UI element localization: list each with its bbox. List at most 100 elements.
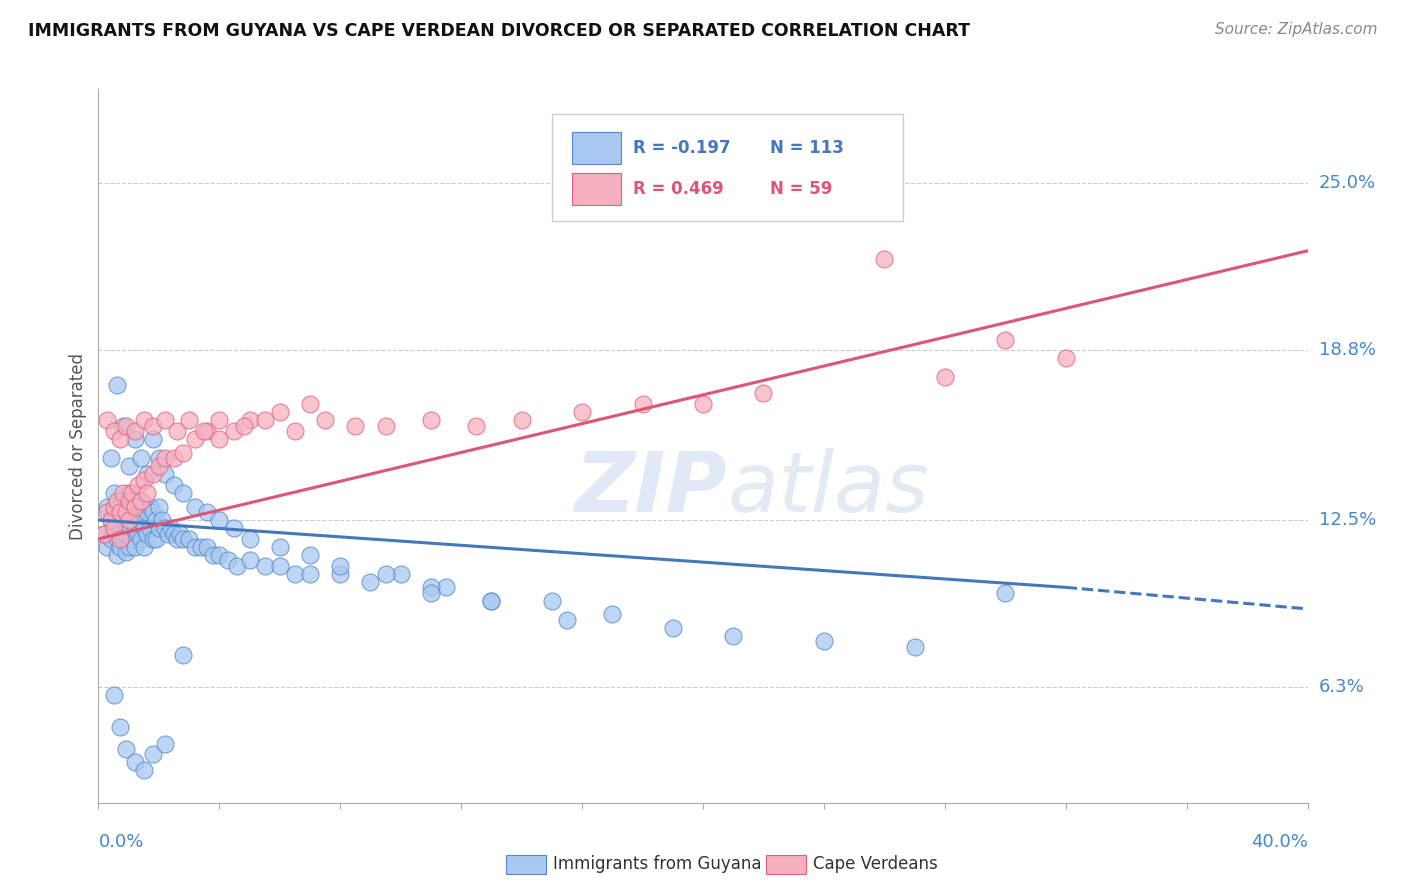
Point (105, 378, 128, 392)
Point (465, 418, 488, 433)
Point (692, 397, 714, 411)
Point (114, 545, 136, 559)
Point (481, 594, 503, 608)
Point (121, 513, 143, 527)
Point (1054, 351, 1077, 366)
Point (166, 424, 188, 438)
Point (135, 486, 157, 500)
Point (329, 566, 352, 581)
Text: N = 113: N = 113 (769, 139, 844, 157)
Point (114, 505, 136, 519)
Point (103, 424, 125, 438)
Point (111, 494, 134, 508)
Point (105, 548, 128, 562)
Text: R = -0.197: R = -0.197 (633, 139, 731, 157)
Point (124, 500, 146, 514)
Point (127, 478, 149, 492)
Point (103, 486, 125, 500)
Point (103, 500, 125, 514)
Point (114, 526, 136, 541)
Point (269, 405, 291, 419)
Point (419, 586, 441, 600)
Point (105, 494, 128, 508)
Point (129, 494, 152, 508)
Text: Immigrants from Guyana: Immigrants from Guyana (553, 855, 761, 873)
FancyBboxPatch shape (551, 114, 903, 221)
Point (100, 532, 122, 546)
Point (904, 640, 927, 654)
Point (284, 424, 307, 438)
Text: 6.3%: 6.3% (1319, 678, 1364, 696)
Point (374, 418, 396, 433)
Point (111, 418, 134, 433)
Point (121, 532, 143, 546)
Text: Cape Verdeans: Cape Verdeans (813, 855, 938, 873)
Text: 25.0%: 25.0% (1319, 175, 1376, 193)
Point (571, 405, 593, 419)
Point (661, 621, 683, 635)
Point (721, 629, 744, 643)
Point (124, 424, 146, 438)
Point (108, 505, 131, 519)
Text: R = 0.469: R = 0.469 (633, 180, 724, 198)
Point (142, 432, 165, 446)
Point (132, 540, 155, 554)
Point (284, 566, 307, 581)
Point (118, 521, 141, 535)
Point (132, 500, 155, 514)
Point (100, 513, 122, 527)
Point (127, 526, 149, 541)
Point (419, 413, 441, 427)
Point (163, 478, 186, 492)
Point (434, 580, 457, 594)
Point (132, 473, 155, 487)
Point (145, 513, 167, 527)
Point (103, 505, 125, 519)
Point (121, 486, 143, 500)
Point (93, 526, 115, 541)
Point (121, 494, 143, 508)
Point (129, 494, 152, 508)
Point (184, 540, 207, 554)
Point (96, 505, 118, 519)
Point (148, 521, 170, 535)
Point (111, 486, 134, 500)
Point (195, 424, 218, 438)
Bar (572, 173, 621, 205)
Point (148, 459, 170, 474)
Point (105, 532, 128, 546)
Point (269, 540, 291, 554)
Point (153, 451, 176, 466)
Point (172, 446, 194, 460)
Point (103, 521, 125, 535)
Point (108, 500, 131, 514)
Bar (572, 132, 621, 164)
Point (510, 413, 533, 427)
Point (239, 553, 262, 567)
Point (160, 521, 183, 535)
Point (129, 532, 152, 546)
Point (177, 532, 201, 546)
Point (193, 424, 215, 438)
Point (208, 548, 231, 562)
Point (114, 418, 136, 433)
Text: 0.0%: 0.0% (98, 833, 143, 851)
Point (217, 553, 239, 567)
Point (299, 397, 322, 411)
Point (172, 532, 194, 546)
Point (184, 500, 207, 514)
Point (124, 500, 146, 514)
Point (96, 540, 118, 554)
Point (813, 634, 835, 648)
Point (124, 432, 146, 446)
Point (299, 566, 322, 581)
Point (481, 594, 503, 608)
Point (142, 532, 165, 546)
Point (114, 505, 136, 519)
Text: IMMIGRANTS FROM GUYANA VS CAPE VERDEAN DIVORCED OR SEPARATED CORRELATION CHART: IMMIGRANTS FROM GUYANA VS CAPE VERDEAN D… (28, 22, 970, 40)
Point (752, 386, 775, 401)
Point (142, 418, 165, 433)
Point (139, 521, 162, 535)
Point (108, 532, 131, 546)
Point (96, 413, 118, 427)
